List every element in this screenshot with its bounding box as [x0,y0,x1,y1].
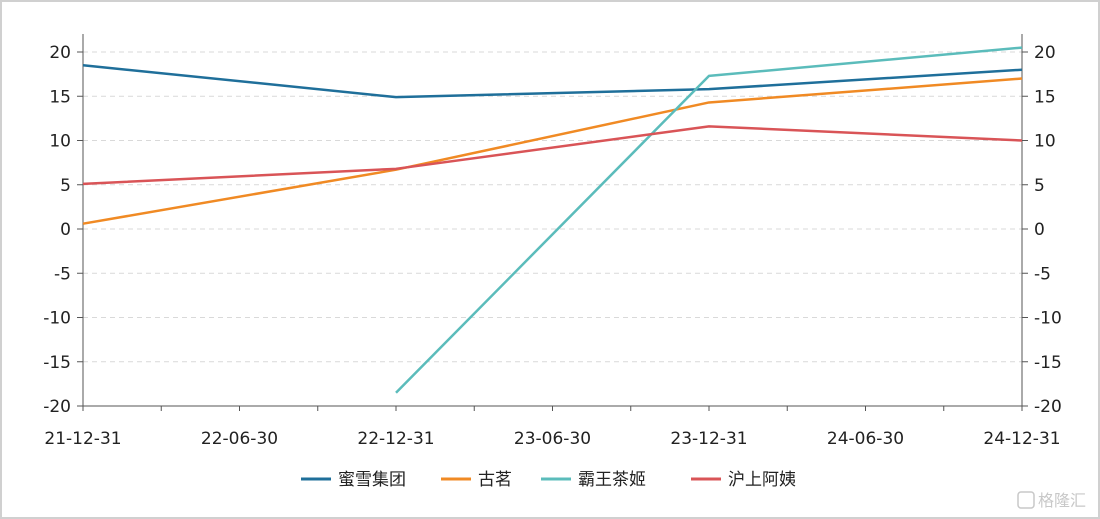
y-tick-label-right: 10 [1034,132,1056,152]
y-tick-label-right: -15 [1034,353,1062,373]
series-line-2 [395,46,1023,394]
y-tick-label-right: -20 [1034,397,1062,417]
legend-label: 霸王茶姬 [578,470,646,490]
y-tick-label-left: -10 [43,309,71,329]
legend: 蜜雪集团 古茗 霸王茶姬 沪上阿姨 [301,470,796,490]
y-tick-label-right: 0 [1034,220,1045,240]
x-tick-label: 21-12-31 [44,429,121,449]
grid-lines [83,51,1022,407]
gelonghui-logo-icon [1017,491,1035,509]
y-tick-label-right: 20 [1034,43,1056,63]
y-tick-label-left: -15 [43,353,71,373]
series-line-3 [82,125,1023,186]
legend-label: 沪上阿姨 [728,470,796,490]
y-tick-label-left: 5 [60,176,71,196]
x-tick-label: 23-06-30 [514,429,591,449]
watermark-text: 格隆汇 [1038,491,1086,510]
series-line-0 [82,64,1023,99]
y-tick-label-left: -20 [43,397,71,417]
x-tick-label: 24-06-30 [827,429,904,449]
x-tick-label: 23-12-31 [670,429,747,449]
x-tick-label: 24-12-31 [983,429,1060,449]
series-line-1 [82,77,1023,225]
series-lines [82,46,1023,394]
x-tick-label: 22-06-30 [201,429,278,449]
y-tick-label-left: -5 [54,264,71,284]
y-tick-label-left: 0 [60,220,71,240]
y-tick-label-right: 15 [1034,87,1056,107]
y-tick-label-right: -5 [1034,264,1051,284]
y-tick-label-right: -10 [1034,309,1062,329]
y-tick-label-left: 15 [49,87,71,107]
legend-label: 古茗 [478,470,512,490]
watermark: 格隆汇 [1017,491,1086,510]
y-tick-label-left: 10 [49,132,71,152]
y-tick-label-right: 5 [1034,176,1045,196]
x-tick-label: 22-12-31 [357,429,434,449]
legend-label: 蜜雪集团 [338,470,406,490]
y-tick-label-left: 20 [49,43,71,63]
axes: 20 20 15 15 10 10 5 5 0 0 -5 -5 -10 -10 -15 -15 -20 -20 21… [43,34,1062,449]
